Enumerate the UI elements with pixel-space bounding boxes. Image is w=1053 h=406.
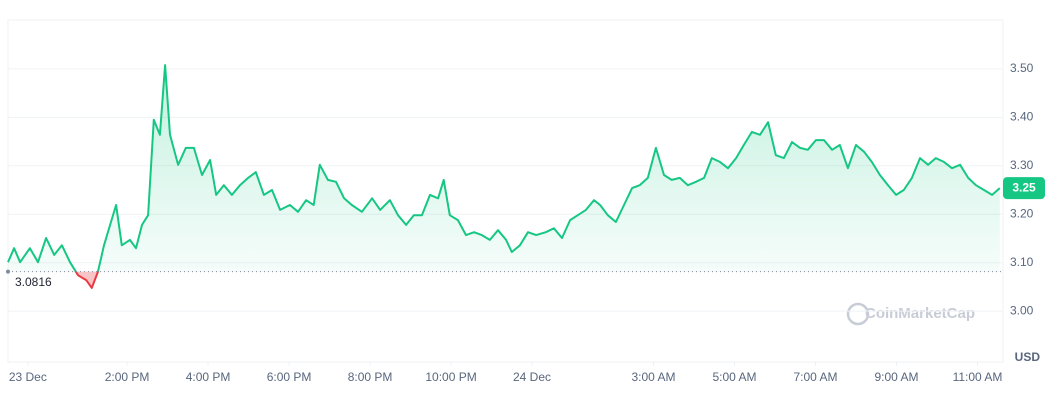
current-price-badge bbox=[1003, 177, 1045, 200]
current-price-label: 3.25 bbox=[1012, 180, 1036, 194]
watermark: CoinMarketCap bbox=[865, 305, 975, 322]
y-tick-label: 3.00 bbox=[1010, 303, 1034, 317]
x-tick-label: 6:00 PM bbox=[267, 370, 312, 384]
y-tick-label: 3.10 bbox=[1010, 255, 1034, 269]
y-unit: USD bbox=[1015, 350, 1041, 364]
y-tick-label: 3.50 bbox=[1010, 61, 1034, 75]
x-tick-label: 11:00 AM bbox=[953, 370, 1003, 384]
x-tick-label: 3:00 AM bbox=[631, 370, 675, 384]
watermark-logo bbox=[846, 302, 870, 326]
x-tick-label: 24 Dec bbox=[513, 370, 551, 384]
x-tick-label: 8:00 PM bbox=[348, 370, 393, 384]
x-tick-label: 9:00 AM bbox=[874, 370, 918, 384]
x-tick-label: 10:00 PM bbox=[425, 370, 476, 384]
baseline-dot bbox=[6, 269, 10, 274]
x-tick-label: 7:00 AM bbox=[793, 370, 837, 384]
baseline-label: 3.0816 bbox=[15, 275, 52, 289]
area bbox=[8, 65, 1000, 288]
y-tick-label: 3.30 bbox=[1010, 158, 1034, 172]
price-line bbox=[7, 64, 1001, 289]
y-tick-label: 3.40 bbox=[1010, 110, 1034, 124]
x-tick-label: 2:00 PM bbox=[105, 370, 150, 384]
x-tick-label: 4:00 PM bbox=[186, 370, 231, 384]
y-tick-label: 3.20 bbox=[1010, 206, 1034, 220]
x-tick-label: 23 Dec bbox=[9, 370, 47, 384]
x-tick-label: 5:00 AM bbox=[712, 370, 756, 384]
